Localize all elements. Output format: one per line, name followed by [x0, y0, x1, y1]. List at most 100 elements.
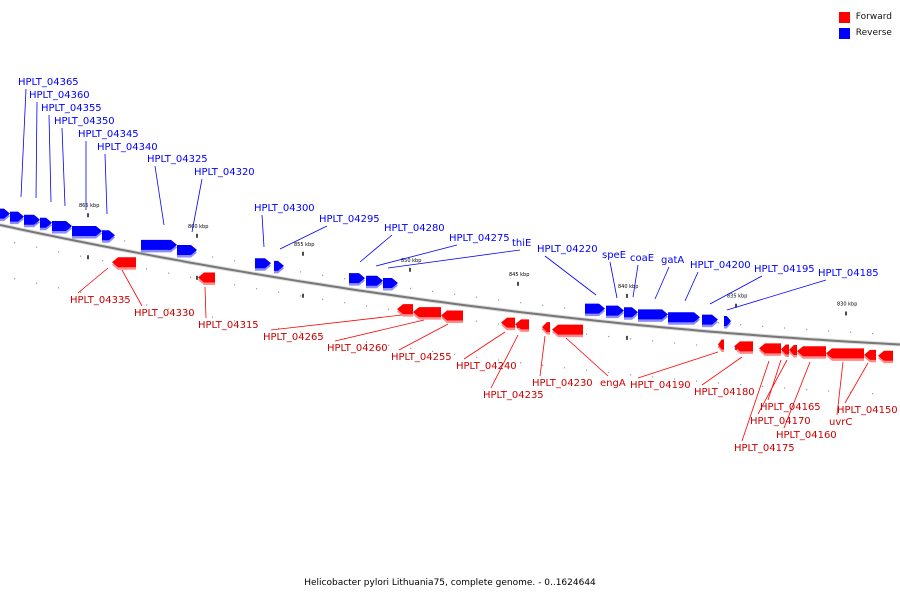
- forward-gene-label: HPLT_04255: [391, 352, 452, 363]
- forward-leader-line: [463, 331, 506, 360]
- reverse-gene-label: HPLT_04360: [29, 90, 90, 101]
- reverse-gene-label: gatA: [661, 255, 684, 266]
- forward-leader-line: [637, 351, 719, 379]
- legend-reverse-label: Reverse: [855, 28, 892, 38]
- reverse-leader-line: [544, 255, 597, 296]
- gene-arrow: [397, 304, 413, 315]
- gene-arrow: [638, 309, 668, 320]
- grid-dot: [102, 260, 104, 262]
- reverse-leader-line: [375, 244, 458, 267]
- reverse-gene-label: HPLT_04325: [147, 154, 208, 165]
- grid-dot: [168, 272, 170, 274]
- grid-dot: [652, 376, 654, 378]
- forward-leader-line: [565, 337, 609, 377]
- forward-gene-label: HPLT_04180: [694, 387, 755, 398]
- tick-label: 850 kbp: [401, 258, 421, 264]
- grid-dot: [388, 308, 390, 310]
- grid-dot: [322, 334, 324, 336]
- grid-dot: [718, 322, 720, 324]
- grid-dot: [36, 246, 38, 248]
- grid-dot: [828, 390, 830, 392]
- grid-dot: [36, 222, 38, 224]
- forward-leader-line: [844, 362, 869, 404]
- grid-dot: [234, 260, 236, 262]
- tick-label: 860 kbp: [188, 224, 208, 230]
- grid-dot: [718, 346, 720, 348]
- forward-leader-line: [783, 361, 811, 429]
- gene-arrow: [724, 316, 731, 327]
- gene-arrow: [366, 275, 383, 286]
- grid-dot: [652, 340, 654, 342]
- grid-dot: [828, 330, 830, 332]
- forward-leader-line: [539, 335, 546, 377]
- tick-label: 840 kbp: [618, 284, 638, 290]
- grid-dot: [146, 304, 148, 306]
- forward-leader-line: [701, 356, 743, 386]
- reverse-leader-line: [632, 264, 639, 298]
- grid-dot: [630, 374, 632, 376]
- reverse-gene-label: HPLT_04350: [54, 116, 115, 127]
- reverse-gene-label: HPLT_04295: [319, 214, 380, 225]
- grid-dot: [674, 378, 676, 380]
- forward-gene-label: HPLT_04240: [456, 361, 517, 372]
- reverse-gene-label: HPLT_04195: [754, 264, 815, 275]
- grid-dot: [190, 312, 192, 314]
- backbone-line: [0, 224, 900, 346]
- forward-gene-label: HPLT_04235: [483, 390, 544, 401]
- gene-arrow: [349, 273, 365, 284]
- grid-dot: [36, 282, 38, 284]
- tick-label: 855 kbp: [294, 242, 314, 248]
- forward-gene-label: HPLT_04335: [70, 295, 131, 306]
- leader-lines: [20, 88, 869, 442]
- gene-arrows: [0, 208, 893, 364]
- grid-dot: [542, 364, 544, 366]
- grid-dot: [58, 287, 60, 289]
- grid-dot: [102, 296, 104, 298]
- grid-dot: [630, 338, 632, 340]
- grid-dot: [168, 308, 170, 310]
- grid-dot: [322, 274, 324, 276]
- reverse-gene-label: HPLT_04320: [194, 167, 255, 178]
- reverse-leader-line: [48, 114, 52, 203]
- reverse-leader-line: [20, 88, 27, 198]
- reverse-leader-line: [387, 249, 521, 269]
- gene-arrow: [864, 349, 876, 360]
- gene-arrow: [40, 217, 52, 228]
- gene-arrow: [826, 348, 864, 359]
- reverse-gene-label: coaE: [630, 253, 654, 264]
- forward-gene-label: HPLT_04230: [532, 378, 593, 389]
- forward-leader-line: [490, 334, 519, 389]
- grid-dot: [124, 300, 126, 302]
- gene-arrow: [441, 310, 463, 321]
- reverse-leader-line: [654, 266, 670, 300]
- reverse-leader-line: [104, 153, 108, 215]
- gene-arrow: [141, 239, 177, 250]
- grid-dot: [234, 320, 236, 322]
- legend-forward-swatch: [838, 11, 850, 23]
- tick-label: 845 kbp: [509, 272, 529, 278]
- gene-arrow: [668, 312, 700, 323]
- forward-leader-line: [334, 319, 425, 342]
- gene-arrow: [112, 257, 136, 268]
- reverse-leader-line: [191, 178, 203, 233]
- reverse-gene-label: HPLT_04300: [254, 203, 315, 214]
- grid-dot: [498, 359, 500, 361]
- grid-dot: [806, 388, 808, 391]
- grid-dot: [80, 291, 82, 293]
- forward-leader-line: [741, 360, 770, 442]
- gene-arrow: [177, 245, 197, 256]
- forward-leader-line: [121, 269, 143, 307]
- grid-dot: [476, 296, 478, 298]
- grid-dot: [300, 331, 302, 333]
- grid-dot: [146, 268, 148, 270]
- grid-dot: [872, 333, 874, 335]
- gene-arrow: [198, 272, 215, 283]
- grid-dot: [234, 284, 236, 286]
- gene-arrow: [624, 307, 638, 318]
- grid-dot: [850, 331, 852, 333]
- reverse-gene-label: HPLT_04340: [97, 142, 158, 153]
- forward-leader-line: [204, 286, 207, 319]
- gene-arrow: [102, 230, 115, 241]
- reverse-leader-line: [279, 225, 328, 250]
- reverse-leader-line: [709, 275, 763, 305]
